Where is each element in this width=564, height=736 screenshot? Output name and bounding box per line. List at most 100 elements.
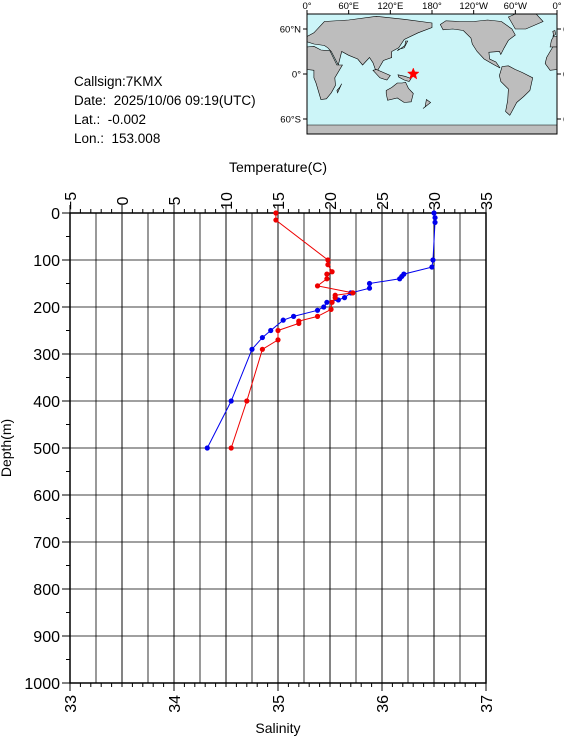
salinity-data-point	[350, 290, 356, 296]
temperature-data-point	[397, 276, 403, 282]
temperature-tick-label: 0	[115, 196, 132, 205]
temperature-tick-label: 35	[479, 192, 496, 210]
temperature-data-point	[291, 313, 297, 319]
depth-tick-label: 500	[33, 441, 60, 458]
map-latitude-label: 60°N	[280, 25, 301, 36]
salinity-data-point	[244, 398, 250, 404]
salinity-data-point	[329, 269, 335, 275]
salinity-tick-label: 35	[271, 695, 288, 713]
temperature-data-point	[341, 295, 348, 301]
salinity-tick-label: 36	[375, 695, 392, 713]
station-marker-star	[406, 67, 420, 80]
land-shape	[385, 81, 414, 103]
salinity-axis-label: Salinity	[255, 720, 300, 736]
series-layer	[204, 210, 438, 451]
map-land	[306, 13, 558, 135]
map-longitude-label: 60°E	[338, 1, 359, 12]
map-longitude-label: 0°	[302, 1, 311, 12]
salinity-data-point	[329, 299, 335, 305]
depth-tick-label: 100	[33, 253, 60, 270]
salinity-data-point	[324, 271, 330, 277]
map-longitude-label: 120°W	[459, 1, 488, 12]
salinity-data-point	[275, 337, 281, 343]
salinity-data-point	[325, 257, 331, 263]
salinity-data-point	[259, 346, 265, 352]
temperature-data-point	[321, 304, 327, 310]
depth-tick-label: 200	[33, 300, 60, 317]
temperature-data-point	[366, 280, 373, 287]
salinity-data-point	[296, 320, 302, 327]
temperature-data-point	[268, 327, 274, 334]
land-shape	[552, 30, 556, 37]
temperature-tick-label: 25	[375, 192, 392, 210]
temperature-tick-label: 10	[219, 192, 236, 210]
land-shape	[306, 45, 343, 100]
temperature-data-point	[366, 285, 373, 291]
salinity-tick-label: 37	[479, 695, 496, 713]
axis-ticks	[62, 205, 487, 691]
depth-tick-label: 800	[33, 582, 60, 599]
depth-tick-label: 0	[51, 206, 60, 223]
temperature-data-point	[249, 346, 255, 352]
temperature-data-point	[432, 219, 438, 225]
temperature-data-point	[324, 299, 330, 305]
depth-tick-label: 900	[33, 629, 60, 646]
land-shape	[306, 124, 558, 135]
land-shape	[439, 19, 516, 69]
temperature-tick-label: −5	[63, 192, 80, 210]
map-labels: 0°60°E120°E180°120°W60°W0°60°N60°N0°0°60…	[280, 1, 564, 126]
land-shape	[422, 98, 432, 109]
map-latitude-label: 60°S	[280, 115, 301, 126]
map-longitude-label: 180°	[422, 1, 442, 12]
temperature-data-point	[280, 317, 286, 323]
depth-tick-label: 600	[33, 488, 60, 505]
salinity-data-point	[314, 313, 321, 319]
cast-info: Callsign:7KMX Date: 2025/10/06 09:19(UTC…	[74, 72, 256, 148]
salinity-tick-label: 33	[63, 695, 80, 713]
depth-tick-label: 400	[33, 394, 60, 411]
salinity-data-point	[228, 445, 234, 451]
map-longitude-label: 120°E	[377, 1, 403, 12]
land-shape	[372, 69, 391, 81]
longitude-label: Lon.: 153.008	[74, 131, 161, 146]
callsign-label: Callsign:7KMX	[74, 74, 163, 89]
temperature-tick-label: 5	[167, 196, 184, 205]
salinity-data-point	[328, 306, 334, 312]
depth-tick-label: 1000	[24, 676, 60, 693]
temperature-data-point	[314, 307, 321, 313]
land-shape	[397, 40, 409, 52]
depth-tick-label: 700	[33, 535, 60, 552]
land-shape	[306, 15, 433, 74]
temperature-data-point	[259, 334, 265, 341]
map-ticks	[303, 10, 561, 120]
salinity-data-point	[273, 217, 279, 223]
salinity-data-point	[324, 276, 330, 282]
salinity-data-point	[325, 262, 331, 268]
temperature-axis-label: Temperature(C)	[229, 159, 327, 175]
map-longitude-label: 60°W	[504, 1, 527, 12]
date-label: Date: 2025/10/06 09:19(UTC)	[74, 93, 256, 108]
salinity-series-line	[230, 213, 353, 449]
star-icon	[406, 67, 420, 80]
salinity-data-point	[332, 295, 338, 301]
land-shape	[397, 74, 412, 82]
temperature-data-point	[432, 215, 438, 221]
salinity-data-point	[275, 327, 281, 334]
salinity-data-point	[273, 210, 279, 216]
land-shape	[544, 46, 558, 71]
map-longitude-label: 0°	[552, 1, 561, 12]
temperature-data-point	[204, 445, 210, 451]
temperature-series-line	[206, 212, 436, 449]
depth-tick-label: 300	[33, 347, 60, 364]
temperature-data-point	[228, 398, 234, 404]
temperature-data-point	[429, 264, 435, 270]
latitude-label: Lat.: -0.002	[74, 112, 147, 127]
land-shape	[499, 65, 534, 116]
temperature-tick-label: 15	[271, 192, 288, 210]
salinity-tick-label: 34	[167, 695, 184, 713]
temperature-data-point	[430, 257, 436, 263]
location-map: 0°60°E120°E180°120°W60°W0°60°N60°N0°0°60…	[280, 1, 564, 135]
